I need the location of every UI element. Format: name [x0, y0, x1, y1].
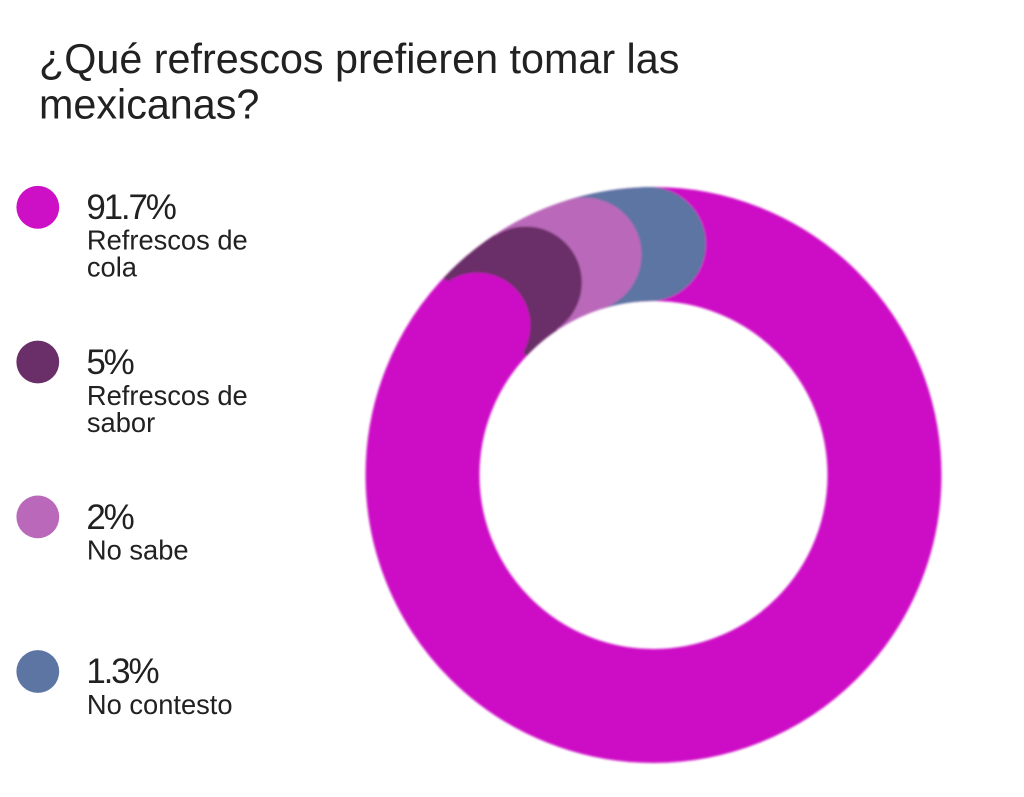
svg-text:cola: cola: [87, 251, 138, 282]
svg-text:mexicanas?: mexicanas?: [39, 82, 259, 128]
svg-text:2%: 2%: [86, 498, 133, 537]
svg-text:5%: 5%: [86, 343, 133, 382]
svg-text:No contesto: No contesto: [87, 689, 233, 720]
svg-text:91.7%: 91.7%: [86, 188, 175, 227]
svg-text:Refrescos de: Refrescos de: [87, 224, 248, 255]
svg-text:1.3%: 1.3%: [86, 652, 158, 691]
svg-text:No sabe: No sabe: [87, 534, 189, 565]
svg-text:sabor: sabor: [87, 407, 155, 438]
svg-text:Refrescos de: Refrescos de: [87, 380, 248, 411]
svg-text:¿Qué refrescos prefieren tomar: ¿Qué refrescos prefieren tomar las: [39, 36, 679, 82]
